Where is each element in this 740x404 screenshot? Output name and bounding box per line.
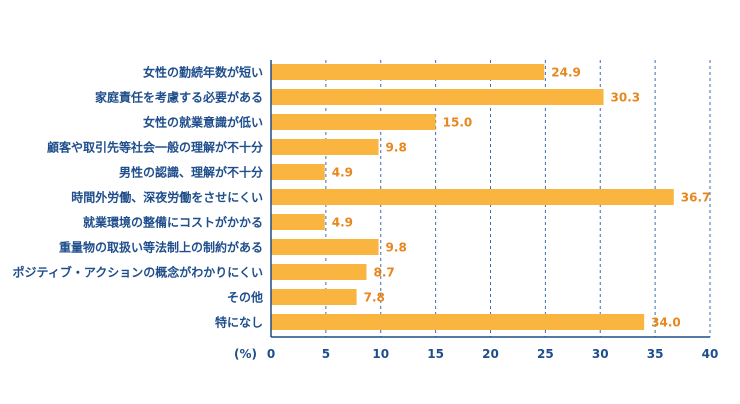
- bar-0: [271, 64, 545, 80]
- category-label-9: その他: [227, 290, 263, 305]
- bar-6: [271, 214, 325, 230]
- category-label-4: 男性の認識、理解が不十分: [119, 165, 263, 180]
- category-label-10: 特になし: [215, 315, 263, 330]
- x-tick-label-35: 35: [647, 347, 664, 361]
- bar-8: [271, 264, 367, 280]
- bar-3: [271, 139, 379, 155]
- x-tick-label-10: 10: [372, 347, 389, 361]
- x-tick-label-20: 20: [482, 347, 499, 361]
- value-label-4: 4.9: [332, 166, 353, 180]
- value-label-6: 4.9: [332, 216, 353, 230]
- bar-4: [271, 164, 325, 180]
- x-tick-label-5: 5: [322, 347, 330, 361]
- value-label-0: 24.9: [551, 66, 581, 80]
- x-tick-label-0: 0: [267, 347, 275, 361]
- value-label-5: 36.7: [681, 191, 711, 205]
- category-label-8: ポジティブ・アクションの概念がわかりにくい: [13, 265, 263, 280]
- labels-layer: 女性の勤続年数が短い 24.9 家庭責任を考慮する必要がある 30.3 女性の就業意識が…: [13, 65, 711, 330]
- bar-2: [271, 114, 436, 130]
- x-tick-label-25: 25: [537, 347, 554, 361]
- value-label-10: 34.0: [651, 316, 681, 330]
- axis-layer: 0 5 10 15 20 25 30 35 40 (%): [234, 60, 718, 361]
- category-label-5: 時間外労働、深夜労働をさせにくい: [71, 190, 263, 205]
- bars-layer: [271, 64, 674, 330]
- x-tick-label-40: 40: [702, 347, 719, 361]
- category-label-7: 重量物の取扱い等法制上の制約がある: [59, 240, 263, 255]
- bar-5: [271, 189, 674, 205]
- bar-1: [271, 89, 604, 105]
- category-label-6: 就業環境の整備にコストがかかる: [83, 215, 263, 230]
- value-label-9: 7.8: [364, 291, 385, 305]
- value-label-3: 9.8: [386, 141, 407, 155]
- category-label-0: 女性の勤続年数が短い: [143, 65, 263, 80]
- category-label-3: 顧客や取引先等社会一般の理解が不十分: [47, 140, 263, 155]
- category-label-2: 女性の就業意識が低い: [143, 115, 263, 130]
- value-label-2: 15.0: [443, 116, 473, 130]
- value-label-7: 9.8: [386, 241, 407, 255]
- bar-10: [271, 314, 645, 330]
- category-label-1: 家庭責任を考慮する必要がある: [95, 90, 263, 105]
- x-tick-label-15: 15: [427, 347, 444, 361]
- x-unit-label: (%): [234, 347, 257, 361]
- value-label-8: 8.7: [373, 266, 394, 280]
- bar-7: [271, 239, 379, 255]
- bar-9: [271, 289, 357, 305]
- x-tick-label-30: 30: [592, 347, 609, 361]
- value-label-1: 30.3: [611, 91, 641, 105]
